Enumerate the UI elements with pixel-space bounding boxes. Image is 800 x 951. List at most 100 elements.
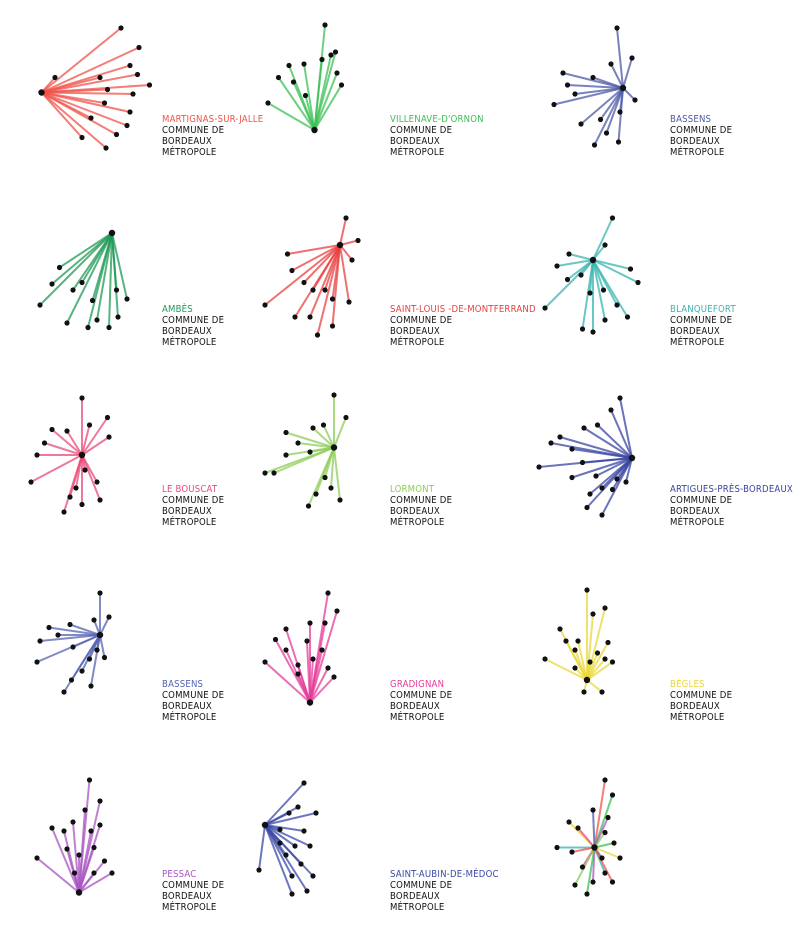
- spike-dot: [118, 25, 124, 31]
- spike-dot: [575, 638, 581, 644]
- spike-dot: [599, 512, 605, 518]
- spike-line: [90, 634, 101, 687]
- spike-dot: [599, 485, 605, 491]
- spike-line: [63, 454, 83, 513]
- spike-dot: [101, 858, 108, 864]
- spike-dot: [310, 287, 316, 293]
- spike-dot: [319, 56, 325, 63]
- spike-line: [580, 87, 624, 125]
- spike-dot: [597, 116, 604, 123]
- spike-line: [41, 46, 140, 94]
- spike-line: [285, 431, 335, 449]
- spike-line: [66, 232, 113, 324]
- spike-line: [264, 661, 311, 704]
- commune-name: BÈGLES: [670, 679, 705, 690]
- commune-name: LORMONT: [390, 484, 435, 495]
- spike-line: [586, 847, 596, 895]
- spike-dot: [322, 22, 328, 28]
- spike-dot: [584, 891, 590, 897]
- spike-line: [313, 59, 323, 131]
- commune-subtitle-line: COMMUNE DE: [390, 495, 453, 506]
- spike-line: [592, 809, 596, 848]
- spike-dot: [34, 855, 40, 861]
- spike-dot: [343, 215, 349, 221]
- spike-dot: [624, 314, 631, 320]
- spike-dot: [101, 100, 108, 106]
- spike-line: [574, 649, 588, 681]
- spike-dot: [343, 414, 349, 421]
- spike-dot: [313, 810, 319, 816]
- spike-dot: [97, 798, 103, 804]
- spike-dot: [572, 665, 578, 671]
- commune-logo: BLANQUEFORT COMMUNE DE BORDEAUX MÉTROPOLE: [530, 200, 790, 386]
- commune-subtitle-line: MÉTROPOLE: [162, 517, 217, 528]
- commune-subtitle-line: COMMUNE DE: [162, 125, 225, 136]
- spike-dot: [614, 25, 620, 31]
- spike-dot: [256, 867, 262, 873]
- spike-dot: [71, 870, 78, 876]
- spike-dot: [572, 647, 578, 653]
- spike-dot: [295, 804, 301, 810]
- hub-dot: [619, 84, 627, 92]
- spike-dot: [572, 882, 578, 888]
- spike-dot: [602, 870, 608, 876]
- spike-dot: [536, 464, 542, 470]
- spike-dot: [34, 659, 40, 665]
- spike-line: [616, 457, 633, 480]
- spike-line: [313, 54, 332, 131]
- spike-dot: [328, 485, 334, 491]
- spike-line: [264, 824, 311, 847]
- spike-dot: [557, 626, 563, 632]
- spike-dot: [37, 302, 43, 308]
- spike-dot: [46, 624, 52, 631]
- spike-line: [581, 259, 594, 330]
- spike-line: [48, 626, 101, 636]
- commune-name: VILLENAVE-D'ORNON: [390, 114, 484, 125]
- commune-subtitle-line: BORDEAUX: [670, 326, 720, 337]
- commune-subtitle-line: COMMUNE DE: [670, 315, 733, 326]
- spike-line: [312, 427, 335, 449]
- commune-name: ARTIGUES-PRÈS-BORDEAUX: [670, 484, 793, 495]
- spike-dot: [79, 501, 85, 508]
- spike-line: [81, 424, 91, 456]
- spike-dot: [113, 287, 120, 293]
- commune-name: BLANQUEFORT: [670, 304, 736, 315]
- commune-logo: AMBÈS COMMUNE DE BORDEAUX MÉTROPOLE: [22, 200, 282, 386]
- spike-dot: [277, 840, 283, 846]
- commune-label: GRADIGNAN COMMUNE DE BORDEAUX MÉTROPOLE: [390, 679, 452, 723]
- commune-logo: BÈGLES COMMUNE DE BORDEAUX MÉTROPOLE: [530, 575, 790, 761]
- spike-line: [333, 447, 341, 501]
- spike-line: [99, 616, 110, 636]
- spike-dot: [602, 605, 608, 611]
- spike-line: [304, 95, 316, 131]
- spike-dot: [313, 491, 319, 497]
- spike-line: [625, 457, 633, 483]
- commune-label: LE BOUSCAT COMMUNE DE BORDEAUX MÉTROPOLE: [162, 484, 224, 528]
- commune-subtitle-line: BORDEAUX: [162, 701, 212, 712]
- spike-line: [586, 457, 633, 509]
- spike-dot: [310, 873, 316, 879]
- commune-label: BASSENS COMMUNE DE BORDEAUX MÉTROPOLE: [670, 114, 732, 158]
- spike-dot: [329, 296, 336, 302]
- spike-dot: [97, 822, 103, 828]
- spike-dot: [283, 852, 289, 858]
- spike-line: [264, 812, 317, 826]
- commune-subtitle-line: COMMUNE DE: [670, 125, 733, 136]
- spike-dot: [55, 632, 61, 638]
- commune-subtitle-line: MÉTROPOLE: [162, 147, 217, 158]
- spike-line: [264, 824, 281, 844]
- spike-line: [63, 634, 101, 693]
- commune-subtitle-line: COMMUNE DE: [162, 315, 225, 326]
- commune-subtitle-line: MÉTROPOLE: [390, 517, 445, 528]
- commune-subtitle-line: BORDEAUX: [670, 506, 720, 517]
- hub-dot: [311, 126, 318, 134]
- spike-dot: [130, 91, 136, 97]
- spike-line: [580, 259, 594, 276]
- spike-line: [41, 73, 138, 94]
- spike-dot: [262, 470, 268, 476]
- spike-dot: [322, 474, 328, 481]
- spike-dot: [590, 74, 596, 81]
- spike-dot: [76, 852, 82, 858]
- spike-dot: [332, 49, 339, 55]
- spike-dot: [56, 264, 63, 271]
